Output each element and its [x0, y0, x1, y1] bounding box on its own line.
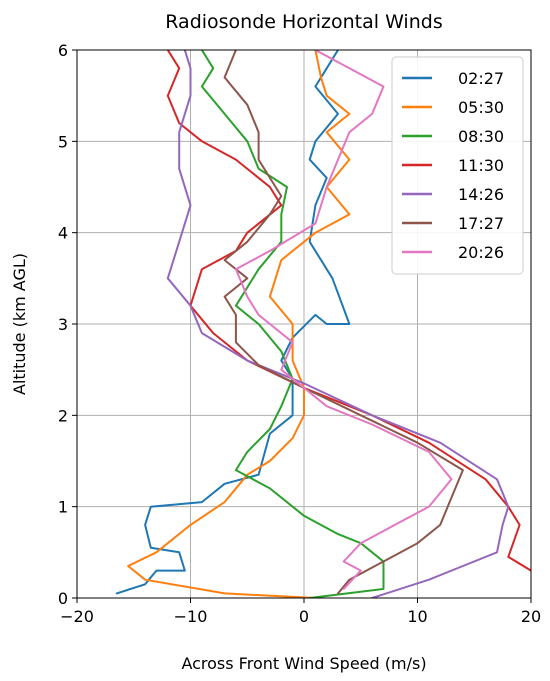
x-tick-label: 10	[407, 607, 427, 626]
legend-label: 02:27	[458, 69, 504, 88]
y-tick-label: 3	[58, 315, 68, 334]
series-line-0530	[127, 50, 351, 598]
y-tick-label: 5	[58, 132, 68, 151]
y-tick-label: 1	[58, 498, 68, 517]
x-tick-label: −20	[60, 607, 94, 626]
legend-label: 14:26	[458, 185, 504, 204]
y-tick-label: 6	[58, 41, 68, 60]
y-tick-label: 2	[58, 406, 68, 425]
x-tick-label: 0	[299, 607, 309, 626]
series-line-0227	[115, 50, 351, 595]
series-lines	[115, 50, 531, 598]
y-tick-label: 4	[58, 224, 68, 243]
y-axis-label: Altitude (km AGL)	[10, 253, 29, 395]
x-tick-label: 20	[521, 607, 541, 626]
legend-label: 20:26	[458, 243, 504, 262]
x-axis-label: Across Front Wind Speed (m/s)	[181, 654, 426, 673]
y-tick-label: 0	[58, 589, 68, 608]
series-line-1426	[166, 50, 510, 598]
axis-ticks: −20 −10 0 10 20 0 1 2 3 4 5 6	[58, 41, 541, 626]
legend-box	[391, 56, 524, 275]
series-line-0830	[200, 50, 385, 598]
legend-label: 05:30	[458, 98, 504, 117]
series-line-1727	[223, 50, 464, 595]
series-line-1130	[166, 50, 531, 572]
legend-label: 11:30	[458, 156, 504, 175]
legend: 02:27 05:30 08:30 11:30 14:26 17:27 20:26	[391, 56, 524, 275]
series-line-2026	[234, 50, 453, 590]
chart-title: Radiosonde Horizontal Winds	[165, 11, 442, 33]
legend-label: 08:30	[458, 127, 504, 146]
x-tick-label: −10	[174, 607, 208, 626]
legend-label: 17:27	[458, 214, 504, 233]
